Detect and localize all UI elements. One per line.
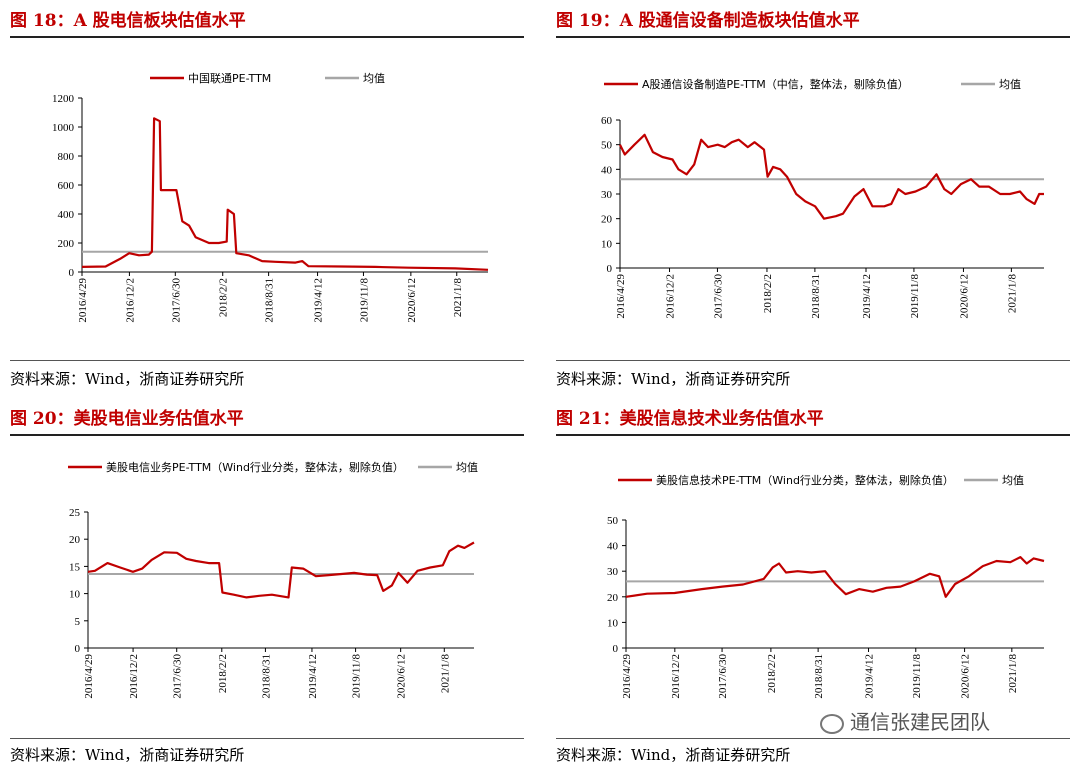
title-rule xyxy=(10,36,524,38)
x-tick-label: 2021/1/8 xyxy=(1006,274,1018,314)
chart-fig18: 0 200 400 600 800 1000 1200 2016/4/29 2016/12/2 2… xyxy=(52,72,489,323)
x-tick-label: 2018/2/2 xyxy=(217,654,229,693)
y-tick-label: 20 xyxy=(69,534,81,546)
legend-label: 均值 xyxy=(999,78,1021,91)
series-line-pe xyxy=(619,133,1044,220)
source-rule xyxy=(10,738,524,739)
x-tick-label: 2016/4/29 xyxy=(615,274,627,319)
figure-title: 图 21：美股信息技术业务估值水平 xyxy=(556,409,824,429)
source-rule xyxy=(556,360,1070,361)
y-tick-label: 50 xyxy=(607,515,619,527)
chart-fig21: 0 10 20 30 40 50 2016/4/29 2016/12/2 2017/6/30 20… xyxy=(607,473,1045,699)
x-tick-label: 2020/6/12 xyxy=(406,278,418,323)
x-tick-label: 2018/8/31 xyxy=(810,274,822,319)
watermark: 通信张建民团队 xyxy=(820,706,990,735)
watermark-text: 通信张建民团队 xyxy=(850,710,990,734)
y-tick-label: 200 xyxy=(58,238,75,250)
x-tick-label: 2016/4/29 xyxy=(77,278,89,323)
y-tick-label: 10 xyxy=(607,617,619,629)
series-line-pe xyxy=(625,555,1045,598)
x-tick-label: 2021/1/8 xyxy=(1007,654,1019,694)
x-tick-label: 2018/2/2 xyxy=(218,278,230,317)
x-tick-label: 2018/8/31 xyxy=(813,654,825,699)
x-tick-label: 2021/1/8 xyxy=(452,278,464,318)
y-tick-label: 600 xyxy=(58,180,75,192)
y-tick-label: 20 xyxy=(601,214,613,226)
legend-label: 美股电信业务PE-TTM（Wind行业分类，整体法，剔除负值） xyxy=(106,460,404,474)
x-tick-label: 2020/6/12 xyxy=(396,654,408,699)
source-note: 资料来源：Wind，浙商证券研究所 xyxy=(10,370,245,388)
legend-label: 中国联通PE-TTM xyxy=(188,72,271,85)
x-tick-label: 2016/12/2 xyxy=(670,654,682,699)
x-tick-label: 2019/4/12 xyxy=(864,654,876,699)
y-tick-label: 30 xyxy=(607,566,619,578)
y-tick-label: 400 xyxy=(58,209,75,221)
y-tick-label: 5 xyxy=(75,616,81,628)
source-note: 资料来源：Wind，浙商证券研究所 xyxy=(10,746,245,764)
y-tick-label: 0 xyxy=(613,643,619,655)
legend-label: 均值 xyxy=(363,72,385,85)
series-line-pe xyxy=(87,541,475,599)
wechat-icon xyxy=(820,713,844,734)
title-rule xyxy=(10,434,524,436)
y-tick-label: 10 xyxy=(69,589,81,601)
y-tick-label: 1200 xyxy=(52,93,75,105)
legend-label: A股通信设备制造PE-TTM（中信，整体法，剔除负值） xyxy=(642,77,909,91)
x-tick-label: 2020/6/12 xyxy=(960,654,972,699)
legend-label: 均值 xyxy=(1002,474,1024,487)
y-tick-label: 0 xyxy=(69,267,75,279)
chart-fig19: 0 10 20 30 40 50 60 2016/4/29 2016/12/2 2017/6/30… xyxy=(601,77,1044,319)
x-tick-label: 2019/4/12 xyxy=(307,654,319,699)
y-tick-label: 30 xyxy=(601,189,613,201)
x-tick-label: 2016/12/2 xyxy=(665,274,677,319)
legend-label: 美股信息技术PE-TTM（Wind行业分类，整体法，剔除负值） xyxy=(656,473,954,487)
x-tick-label: 2018/8/31 xyxy=(264,278,276,323)
y-tick-label: 60 xyxy=(601,115,613,127)
x-tick-label: 2019/11/8 xyxy=(909,274,921,319)
y-tick-label: 40 xyxy=(601,164,613,176)
x-tick-label: 2018/2/2 xyxy=(762,274,774,313)
x-tick-label: 2016/12/2 xyxy=(124,278,136,323)
x-tick-label: 2021/1/8 xyxy=(439,654,451,694)
y-tick-label: 1000 xyxy=(52,122,75,134)
title-rule xyxy=(556,434,1070,436)
x-tick-label: 2019/11/8 xyxy=(351,654,363,699)
source-note: 资料来源：Wind，浙商证券研究所 xyxy=(556,370,791,388)
y-tick-label: 800 xyxy=(58,151,75,163)
x-tick-label: 2017/6/30 xyxy=(717,654,729,699)
y-tick-label: 20 xyxy=(607,592,619,604)
x-tick-label: 2019/11/8 xyxy=(911,654,923,699)
source-note: 资料来源：Wind，浙商证券研究所 xyxy=(556,746,791,764)
y-tick-label: 10 xyxy=(601,238,613,250)
y-tick-label: 0 xyxy=(75,643,81,655)
y-tick-label: 25 xyxy=(69,507,81,519)
x-tick-label: 2017/6/30 xyxy=(172,654,184,699)
figure-title: 图 20：美股电信业务估值水平 xyxy=(10,409,244,429)
x-tick-label: 2017/6/30 xyxy=(170,278,182,323)
title-rule xyxy=(556,36,1070,38)
x-tick-label: 2019/4/12 xyxy=(861,274,873,319)
x-tick-label: 2018/2/2 xyxy=(766,654,778,693)
x-tick-label: 2020/6/12 xyxy=(958,274,970,319)
chart-fig20: 0 5 10 15 20 25 2016/4/29 2016/12/2 2017/6/30 201… xyxy=(68,460,478,699)
x-tick-label: 2016/12/2 xyxy=(128,654,140,699)
x-tick-label: 2016/4/29 xyxy=(83,654,95,699)
y-tick-label: 40 xyxy=(607,541,619,553)
x-tick-label: 2016/4/29 xyxy=(621,654,633,699)
y-tick-label: 0 xyxy=(607,263,613,275)
source-rule xyxy=(10,360,524,361)
source-rule xyxy=(556,738,1070,739)
x-tick-label: 2019/4/12 xyxy=(313,278,325,323)
x-tick-label: 2018/8/31 xyxy=(260,654,272,699)
x-tick-label: 2019/11/8 xyxy=(358,278,370,323)
y-tick-label: 15 xyxy=(69,561,81,573)
series-line-pe xyxy=(81,117,489,271)
x-tick-label: 2017/6/30 xyxy=(712,274,724,319)
figure-title: 图 19：A 股通信设备制造板块估值水平 xyxy=(556,11,860,31)
y-tick-label: 50 xyxy=(601,140,613,152)
legend-label: 均值 xyxy=(456,461,478,474)
figure-title: 图 18：A 股电信板块估值水平 xyxy=(10,11,246,31)
